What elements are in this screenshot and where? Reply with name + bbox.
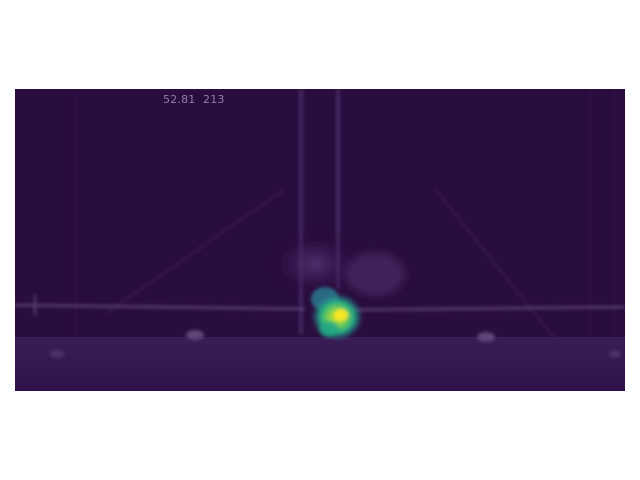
background-structures [74, 89, 616, 359]
heatmap-hotspot [311, 287, 363, 341]
horizontal-rail [15, 295, 625, 315]
frame-number-readout: 213 [203, 93, 225, 106]
time-readout: 52.81 [163, 93, 196, 106]
animal-body [345, 252, 405, 296]
animal-glow [270, 234, 360, 294]
video-frame-heatmap: 52.81 213 [15, 89, 625, 391]
floor [15, 337, 625, 391]
floor-knobs [50, 330, 621, 358]
scene-graphic [15, 89, 625, 391]
